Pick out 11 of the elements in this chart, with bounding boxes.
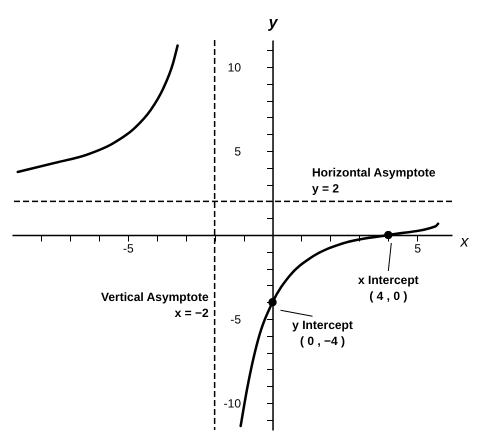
- ref-line-label: Vertical Asymptote x = −2: [101, 290, 209, 320]
- x-axis-title: x: [460, 234, 470, 250]
- ref-line-label: Horizontal Asymptote y = 2: [312, 165, 436, 196]
- y-tick-label: 10: [228, 60, 242, 74]
- line-series: [16, 44, 179, 174]
- annotation: x Intercept ( 4 , 0 ): [358, 273, 419, 303]
- y-tick-label: -10: [224, 396, 242, 411]
- y-axis-title: y: [268, 14, 279, 32]
- y-tick-label: -5: [230, 312, 242, 327]
- y-tick-label: 5: [234, 144, 242, 158]
- annotation: y Intercept ( 0 , −4 ): [292, 318, 353, 348]
